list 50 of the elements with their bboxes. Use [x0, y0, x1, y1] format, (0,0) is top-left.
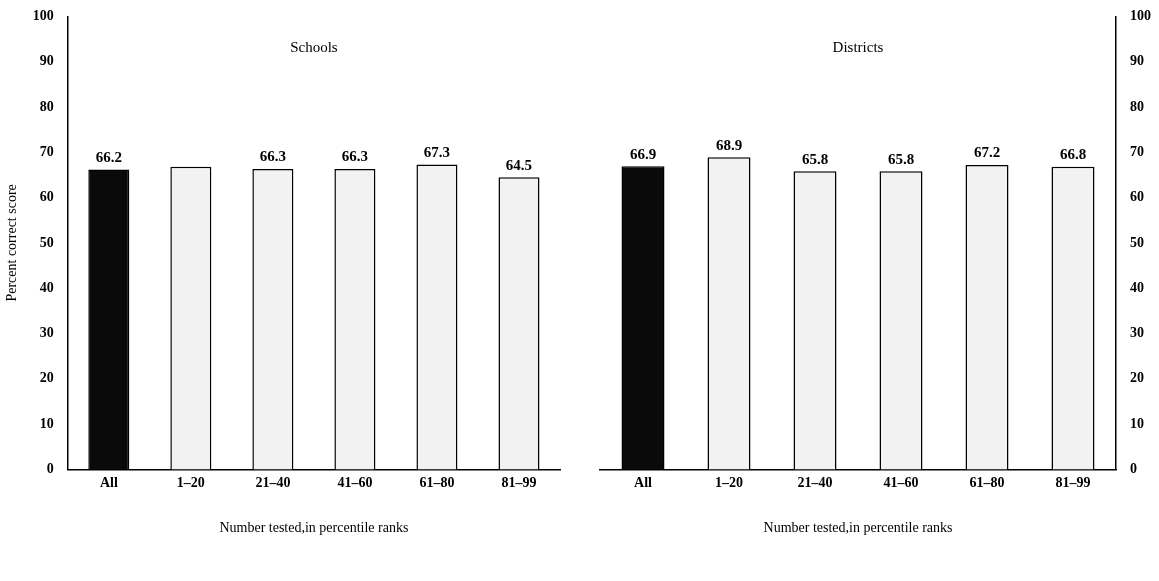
data-label: 66.8 [1059, 146, 1087, 163]
x-tick-label: 21–40 [797, 475, 833, 491]
x-tick-label: 81–99 [501, 475, 537, 491]
x-axis-title: Number tested,in percentile ranks [763, 520, 953, 536]
x-tick-label: 21–40 [255, 475, 291, 491]
y-tick-label: 20 [1130, 370, 1144, 386]
y-tick-label: 100 [1130, 8, 1151, 24]
y-tick-label: 90 [1130, 53, 1144, 69]
y-tick-label: 40 [1130, 279, 1144, 295]
y-tick-label: 20 [39, 370, 54, 386]
y-axis-title: Percent correct score [4, 184, 20, 302]
x-tick-label: 61–80 [969, 475, 1005, 491]
y-tick-label: 10 [39, 415, 54, 431]
y-tick-label: 0 [1130, 461, 1137, 477]
y-tick-label: 10 [1130, 415, 1144, 431]
y-tick-label: 100 [32, 8, 54, 24]
y-tick-label: 80 [1130, 98, 1144, 114]
data-label: 66.9 [629, 145, 657, 162]
y-tick-label: 0 [46, 461, 54, 477]
x-tick-label: 61–80 [419, 475, 455, 491]
y-tick-label: 50 [1130, 234, 1144, 250]
y-tick-label: 70 [39, 143, 54, 159]
data-label: 66.3 [341, 148, 369, 165]
x-tick-label: 1–20 [176, 475, 205, 491]
x-axis-title: Number tested,in percentile ranks [219, 520, 409, 536]
text: Districts [832, 39, 884, 56]
x-tick-label: 81–99 [1055, 475, 1091, 491]
y-tick-label: 60 [39, 189, 54, 205]
data-label: 67.3 [423, 143, 451, 160]
data-label: 64.5 [505, 156, 533, 173]
x-tick-label: All [634, 475, 653, 491]
y-tick-label: 70 [1130, 143, 1144, 159]
x-tick-label: 41–60 [883, 475, 919, 491]
data-label: 66.3 [259, 148, 287, 165]
y-tick-label: 30 [1130, 325, 1144, 341]
y-tick-label: 30 [39, 325, 54, 341]
y-tick-label: 80 [39, 98, 54, 114]
data-label: 67.2 [973, 144, 1001, 161]
x-tick-label: All [99, 475, 118, 491]
y-tick-label: 50 [39, 234, 54, 250]
x-tick-label: 1–20 [715, 475, 743, 491]
y-tick-label: 60 [1130, 189, 1144, 205]
y-tick-label: 40 [39, 279, 54, 295]
text: Schools [290, 39, 338, 56]
y-tick-label: 90 [39, 53, 54, 69]
x-tick-label: 41–60 [337, 475, 373, 491]
data-label: 66.2 [95, 148, 122, 165]
data-label: 68.9 [715, 136, 743, 153]
data-label: 65.8 [887, 150, 915, 167]
data-label: 65.8 [801, 150, 829, 167]
